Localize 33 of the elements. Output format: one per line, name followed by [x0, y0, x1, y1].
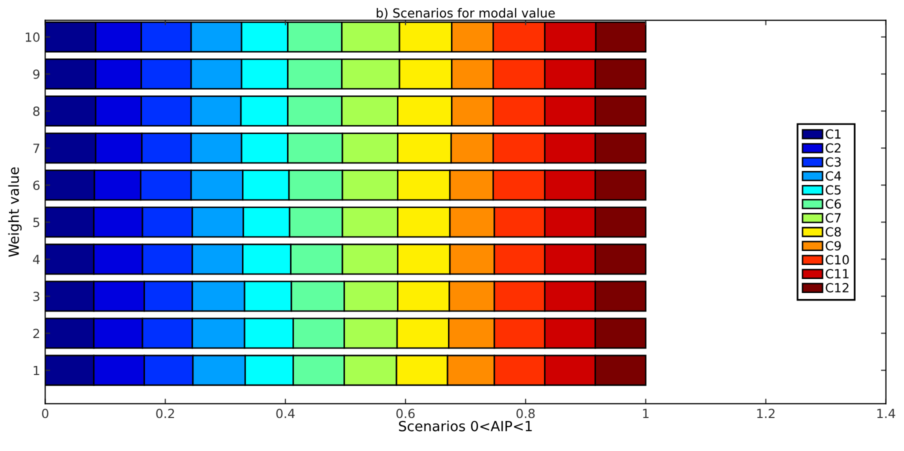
legend-label: C8	[826, 227, 841, 237]
x-tick-label: 1.2	[757, 408, 775, 418]
legend-label: C3	[826, 157, 841, 167]
legend-label: C11	[826, 269, 849, 278]
y-tick-label: 1	[34, 366, 40, 376]
legend-label: C10	[826, 255, 849, 264]
x-tick-label: 0	[42, 408, 48, 418]
y-tick-label: 8	[33, 106, 40, 116]
y-tick-label: 2	[33, 328, 40, 338]
legend-label: C1	[826, 129, 841, 139]
y-tick-label: 5	[33, 218, 40, 228]
x-tick-label: 1	[643, 408, 649, 418]
y-tick-label: 6	[33, 180, 40, 190]
x-tick-label: 0.8	[516, 408, 535, 418]
legend-label: C5	[826, 185, 841, 195]
x-tick-label: 1.4	[877, 408, 896, 418]
y-tick-label: 4	[32, 254, 40, 264]
y-tick-label: 7	[33, 144, 40, 153]
x-tick-label: 0.4	[276, 408, 295, 418]
legend-label: C7	[826, 213, 841, 223]
legend-label: C6	[826, 199, 841, 209]
y-tick-label: 10	[26, 32, 40, 42]
y-axis-title: Weight value	[8, 167, 22, 257]
y-tick-label: 9	[33, 69, 40, 79]
x-tick-label: 0.2	[156, 408, 174, 418]
y-tick-label: 3	[33, 292, 40, 302]
legend-label: C12	[826, 282, 848, 292]
x-tick-label: 0.6	[396, 408, 415, 418]
legend-label: C4	[826, 171, 842, 181]
chart-title: b) Scenarios for modal value	[376, 8, 555, 20]
legend-label: C9	[826, 241, 841, 251]
legend-label: C2	[826, 143, 840, 153]
x-axis-title: Scenarios 0<AIP<1	[399, 420, 532, 432]
